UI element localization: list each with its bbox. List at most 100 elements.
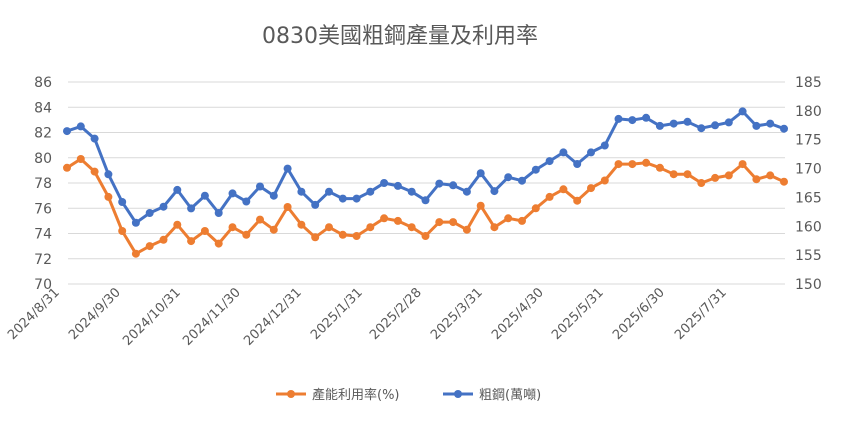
data-point: [669, 170, 678, 179]
data-point: [131, 218, 140, 227]
data-point: [338, 194, 347, 203]
data-point: [559, 148, 568, 157]
data-point: [476, 169, 485, 178]
data-point: [559, 185, 568, 194]
data-point: [297, 187, 306, 196]
right-tick-label: 185: [795, 75, 822, 91]
data-point: [518, 216, 526, 225]
data-point: [490, 187, 499, 196]
left-tick-label: 82: [34, 126, 52, 142]
data-point: [228, 223, 237, 232]
data-point: [421, 232, 430, 240]
data-point: [752, 175, 761, 184]
data-point: [352, 194, 361, 203]
data-point: [697, 124, 706, 133]
left-tick-label: 74: [34, 227, 52, 243]
data-point: [269, 191, 278, 200]
data-point: [145, 242, 154, 251]
data-point: [338, 230, 347, 239]
right-tick-label: 175: [795, 133, 822, 149]
data-point: [173, 220, 182, 229]
data-point: [159, 235, 168, 244]
data-point: [380, 214, 389, 223]
data-point: [76, 122, 85, 131]
data-point: [531, 165, 540, 174]
data-point: [407, 187, 416, 196]
data-point: [269, 225, 278, 234]
data-point: [545, 157, 554, 166]
data-point: [325, 187, 333, 196]
data-point: [435, 179, 444, 188]
data-point: [600, 176, 609, 185]
right-tick-label: 150: [795, 277, 822, 293]
data-point: [297, 220, 306, 229]
data-point: [200, 191, 209, 200]
data-point: [90, 134, 99, 143]
data-point: [614, 160, 623, 169]
x-tick-label: 2024/12/31: [241, 285, 305, 349]
data-point: [352, 232, 361, 240]
data-point: [421, 196, 430, 205]
data-point: [724, 118, 733, 127]
data-point: [311, 233, 320, 242]
right-tick-label: 165: [795, 190, 822, 206]
data-point: [104, 192, 113, 201]
legend: 產能利用率(%) 粗鋼(萬噸): [276, 387, 541, 403]
gridlines: [68, 81, 785, 285]
data-point: [780, 177, 788, 186]
left-tick-label: 80: [34, 151, 52, 167]
chart-title: 0830美國粗鋼產量及利用率: [262, 24, 538, 49]
data-point: [490, 223, 499, 232]
data-point: [780, 124, 788, 133]
data-point: [614, 114, 623, 123]
data-point: [587, 148, 595, 157]
right-tick-label: 170: [795, 162, 822, 178]
right-axis: 150 155 160 165 170 175 180 185: [795, 75, 822, 293]
data-point: [573, 196, 582, 205]
x-tick-label: 2025/4/30: [489, 285, 547, 343]
data-point: [228, 189, 237, 198]
x-tick-label: 2024/8/31: [5, 285, 63, 343]
data-point: [600, 141, 609, 150]
data-point: [256, 182, 264, 191]
data-point: [311, 200, 320, 209]
x-tick-label: 2024/11/30: [180, 285, 244, 349]
left-axis: 70 72 74 76 78 80 82 84 86: [34, 75, 52, 293]
data-point: [518, 176, 526, 185]
data-point: [200, 227, 209, 235]
data-point: [449, 218, 458, 227]
data-point: [187, 204, 196, 213]
data-point: [752, 121, 761, 130]
data-point: [214, 239, 223, 248]
data-point: [476, 201, 485, 210]
data-point: [655, 121, 664, 130]
data-point: [642, 158, 651, 167]
data-point: [159, 202, 168, 211]
legend-item: 產能利用率(%): [276, 387, 400, 403]
data-point: [283, 203, 292, 211]
data-point: [504, 173, 513, 182]
data-point: [683, 170, 692, 179]
data-point: [90, 167, 99, 176]
data-point: [118, 198, 127, 206]
data-point: [504, 214, 513, 223]
x-tick-label: 2025/3/31: [428, 285, 486, 343]
x-axis: 2024/8/31 2024/9/302024/10/312024/11/3020…: [5, 285, 730, 349]
data-point: [283, 164, 292, 173]
series-layer: [63, 107, 788, 258]
series-line: [66, 109, 785, 225]
data-point: [669, 119, 678, 128]
data-point: [697, 179, 706, 187]
data-point: [242, 230, 251, 239]
left-tick-label: 84: [34, 100, 52, 116]
data-point: [173, 185, 182, 194]
legend-label: 產能利用率(%): [312, 387, 400, 403]
data-point: [366, 187, 375, 196]
data-point: [145, 209, 154, 217]
data-point: [642, 113, 651, 122]
data-point: [683, 117, 692, 126]
right-tick-label: 155: [795, 248, 822, 264]
x-tick-label: 2025/2/28: [367, 285, 425, 343]
x-tick-label: 2025/5/31: [549, 285, 607, 343]
